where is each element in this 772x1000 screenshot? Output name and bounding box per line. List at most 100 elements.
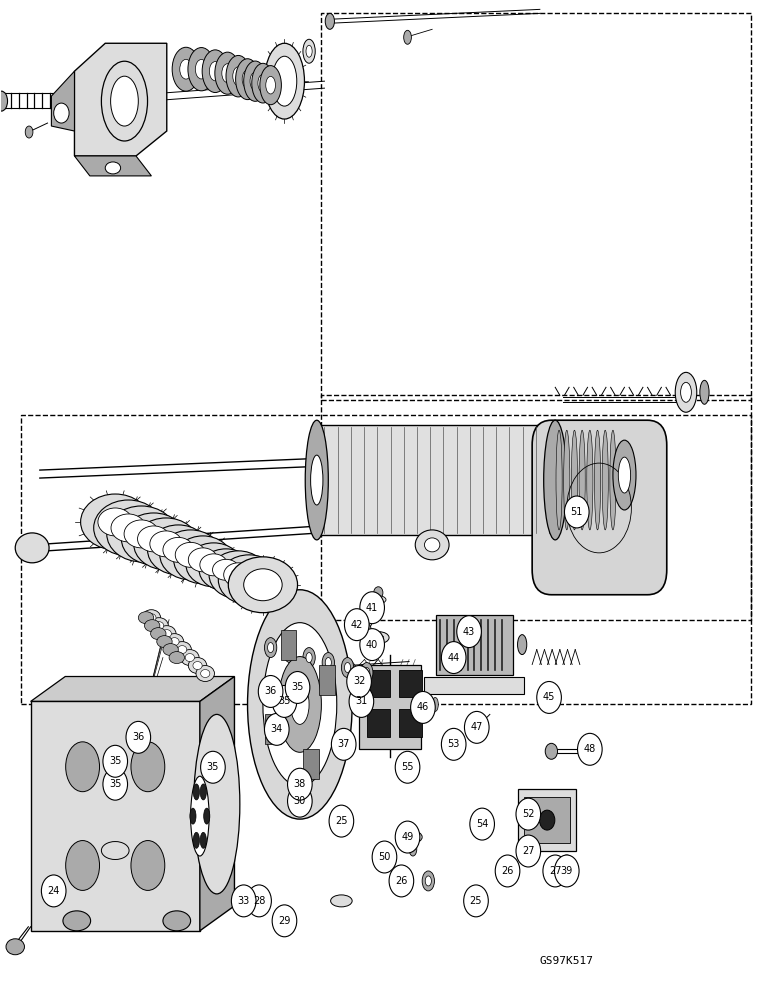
- Ellipse shape: [191, 776, 209, 856]
- Ellipse shape: [66, 742, 100, 792]
- Circle shape: [495, 855, 520, 887]
- Ellipse shape: [361, 663, 373, 682]
- Circle shape: [347, 666, 371, 697]
- Text: 32: 32: [353, 676, 365, 686]
- Ellipse shape: [425, 538, 440, 552]
- Text: 36: 36: [132, 732, 144, 742]
- Ellipse shape: [170, 638, 179, 646]
- Ellipse shape: [54, 103, 69, 123]
- Circle shape: [126, 721, 151, 753]
- Text: 27: 27: [549, 866, 561, 876]
- Ellipse shape: [273, 56, 296, 106]
- Text: GS97K517: GS97K517: [540, 956, 594, 966]
- Ellipse shape: [559, 855, 574, 883]
- Ellipse shape: [98, 508, 133, 536]
- Ellipse shape: [305, 420, 328, 540]
- Ellipse shape: [212, 559, 239, 580]
- Text: 44: 44: [448, 653, 460, 663]
- Ellipse shape: [190, 808, 196, 824]
- Circle shape: [265, 713, 289, 745]
- Ellipse shape: [200, 554, 228, 576]
- Ellipse shape: [194, 714, 240, 894]
- Polygon shape: [200, 677, 235, 931]
- Text: 42: 42: [350, 620, 363, 630]
- Polygon shape: [74, 156, 151, 176]
- Ellipse shape: [186, 543, 242, 587]
- Circle shape: [285, 672, 310, 703]
- Ellipse shape: [425, 876, 432, 886]
- Circle shape: [259, 676, 283, 707]
- Text: 25: 25: [335, 816, 347, 826]
- Ellipse shape: [0, 91, 8, 111]
- Text: 55: 55: [401, 762, 414, 772]
- Circle shape: [395, 751, 420, 783]
- Bar: [303, 749, 319, 779]
- Ellipse shape: [415, 530, 449, 560]
- Bar: [319, 665, 334, 695]
- Ellipse shape: [248, 590, 352, 819]
- Circle shape: [103, 745, 127, 777]
- Circle shape: [516, 798, 540, 830]
- Circle shape: [273, 905, 296, 937]
- Ellipse shape: [594, 430, 601, 530]
- Text: 35: 35: [207, 762, 219, 772]
- Ellipse shape: [188, 658, 207, 674]
- Ellipse shape: [549, 859, 561, 879]
- Text: 41: 41: [366, 603, 378, 613]
- Circle shape: [273, 685, 296, 717]
- Ellipse shape: [266, 76, 276, 94]
- Ellipse shape: [310, 455, 323, 505]
- Ellipse shape: [571, 430, 577, 530]
- Text: 29: 29: [278, 916, 290, 926]
- Ellipse shape: [175, 542, 206, 567]
- Bar: [265, 714, 280, 744]
- Circle shape: [564, 496, 589, 528]
- Ellipse shape: [428, 697, 434, 711]
- Ellipse shape: [409, 842, 417, 856]
- Ellipse shape: [178, 646, 187, 654]
- Bar: [524, 797, 570, 843]
- Circle shape: [201, 751, 225, 783]
- Text: 35: 35: [291, 682, 303, 692]
- FancyBboxPatch shape: [532, 420, 667, 595]
- Ellipse shape: [263, 623, 337, 786]
- Text: 46: 46: [417, 702, 429, 712]
- Circle shape: [457, 616, 482, 648]
- Ellipse shape: [613, 440, 636, 510]
- Ellipse shape: [306, 45, 312, 57]
- Bar: [367, 670, 390, 697]
- Ellipse shape: [144, 620, 160, 632]
- Ellipse shape: [344, 663, 350, 673]
- Ellipse shape: [244, 61, 267, 101]
- Ellipse shape: [522, 841, 534, 861]
- Circle shape: [287, 768, 312, 800]
- Ellipse shape: [174, 536, 232, 584]
- Circle shape: [287, 785, 312, 817]
- Ellipse shape: [163, 537, 194, 562]
- Bar: [320, 395, 751, 620]
- Ellipse shape: [157, 636, 172, 648]
- Text: 54: 54: [476, 819, 489, 829]
- Ellipse shape: [193, 784, 199, 800]
- Ellipse shape: [404, 30, 411, 44]
- Text: 27: 27: [522, 846, 534, 856]
- Ellipse shape: [93, 500, 163, 556]
- Text: 34: 34: [271, 724, 283, 734]
- Circle shape: [247, 885, 272, 917]
- Ellipse shape: [196, 666, 215, 681]
- Text: 38: 38: [293, 779, 306, 789]
- Text: 47: 47: [471, 722, 483, 732]
- Ellipse shape: [172, 47, 200, 91]
- Ellipse shape: [579, 430, 585, 530]
- Ellipse shape: [242, 70, 253, 88]
- Ellipse shape: [195, 59, 208, 79]
- Text: 45: 45: [543, 692, 555, 702]
- Ellipse shape: [244, 569, 282, 601]
- Ellipse shape: [306, 653, 312, 663]
- Ellipse shape: [188, 48, 215, 91]
- Ellipse shape: [80, 494, 150, 550]
- Ellipse shape: [202, 50, 229, 93]
- Bar: [399, 709, 422, 737]
- Circle shape: [470, 808, 494, 840]
- Ellipse shape: [15, 533, 49, 563]
